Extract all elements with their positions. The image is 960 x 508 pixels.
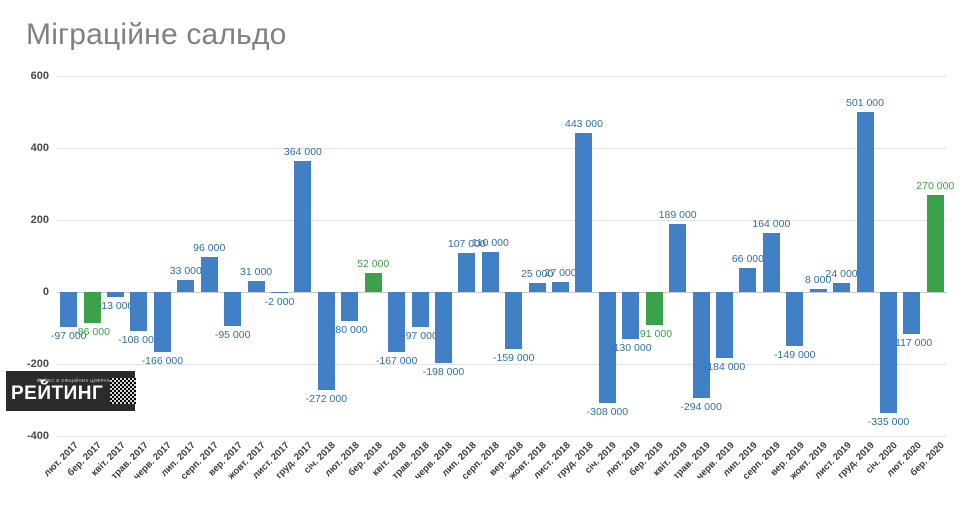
bar[interactable] [598, 292, 616, 403]
bar-value-label: -95 000 [214, 329, 251, 342]
logo-text: БІЗНЕС В ОФІЦІЙНИХ ЦИФРАХ РЕЙТИНГ [11, 377, 111, 405]
zero-line [57, 292, 947, 293]
bar[interactable] [903, 292, 921, 335]
bar-value-label: -80 000 [331, 323, 368, 336]
page-title: Міграційне сальдо [26, 18, 287, 51]
bar[interactable] [294, 160, 312, 292]
bar[interactable] [411, 292, 429, 327]
gridline [57, 220, 947, 221]
bar[interactable] [388, 292, 406, 353]
y-axis-tick-label: 0 [42, 286, 49, 298]
qr-code-icon [110, 378, 137, 404]
bar[interactable] [434, 292, 452, 364]
bar[interactable] [762, 232, 780, 292]
bar[interactable] [177, 280, 195, 292]
bar-value-label: -198 000 [422, 366, 465, 379]
bar-value-label: 270 000 [916, 179, 955, 192]
bar-value-label: 501 000 [846, 96, 884, 109]
bar[interactable] [83, 292, 101, 323]
bar[interactable] [481, 252, 499, 292]
bar-value-label: 25 000 [521, 268, 554, 280]
bar-value-label: 8 000 [805, 274, 832, 287]
bar-value-label: -97 000 [50, 329, 87, 342]
gridline [57, 76, 947, 77]
bar[interactable] [552, 282, 570, 292]
bar-value-label: 66 000 [731, 253, 764, 266]
y-axis-tick-label: 200 [30, 214, 49, 226]
bar-value-label: -335 000 [867, 415, 910, 428]
bar[interactable] [130, 292, 148, 331]
bar[interactable] [692, 292, 710, 398]
gridline [57, 436, 947, 437]
bar[interactable] [458, 253, 476, 292]
bar[interactable] [739, 268, 757, 292]
bar[interactable] [926, 194, 944, 292]
bar[interactable] [528, 283, 546, 292]
rating-logo: БІЗНЕС В ОФІЦІЙНИХ ЦИФРАХ РЕЙТИНГ [6, 371, 137, 411]
x-axis: лют. 2017 бер. 2017 квіт. 2017 трав. 2017 че… [41, 440, 947, 508]
bar-value-label: -308 000 [586, 405, 629, 418]
bar[interactable] [341, 292, 359, 321]
bar-value-label: -117 000 [891, 337, 933, 350]
bar[interactable] [505, 292, 523, 350]
bar-value-label: 96 000 [193, 242, 226, 255]
bar-value-label: -91 000 [636, 327, 673, 340]
bar-value-label: -149 000 [774, 348, 816, 361]
bar[interactable] [669, 223, 687, 292]
bar[interactable] [317, 292, 335, 390]
bar[interactable] [575, 132, 593, 292]
bar-value-label: -97 000 [402, 329, 438, 342]
bar-value-label: -294 000 [680, 400, 722, 413]
bar-value-label: 27 000 [544, 267, 577, 280]
bar[interactable] [809, 289, 827, 292]
bar-value-label: 24 000 [825, 268, 858, 281]
bar-value-label: -13 000 [97, 299, 134, 312]
bar[interactable] [271, 292, 288, 293]
bar-value-label: 31 000 [240, 265, 273, 278]
y-axis-tick-label: 600 [30, 70, 49, 82]
bar[interactable] [856, 111, 874, 292]
bar[interactable] [153, 292, 171, 352]
bar[interactable] [247, 280, 265, 292]
bird-icon [38, 378, 47, 383]
bar-value-label: -159 000 [492, 352, 535, 365]
bar-value-label: -272 000 [305, 392, 348, 405]
bar[interactable] [224, 292, 242, 327]
bar-value-label: 443 000 [564, 117, 603, 130]
bar[interactable] [645, 292, 663, 325]
bar[interactable] [364, 273, 382, 292]
bar-value-label: 52 000 [357, 258, 390, 271]
bar[interactable] [622, 292, 640, 339]
logo-name: РЕЙТИНГ [11, 383, 104, 405]
bar-value-label: -2 000 [264, 295, 295, 308]
logo-subtitle: БІЗНЕС В ОФІЦІЙНИХ ЦИФРАХ [37, 377, 111, 383]
bar-value-label: -86 000 [74, 325, 110, 338]
bar-value-label: 110 000 [471, 237, 509, 250]
y-axis: 600 400 200 0 -200 -400 [0, 70, 57, 442]
bar[interactable] [786, 292, 804, 346]
bar-value-label: -167 000 [375, 355, 418, 368]
gridline [57, 364, 947, 365]
bar-value-label: -130 000 [610, 341, 652, 354]
gridline [57, 148, 947, 149]
y-axis-tick-label: -400 [26, 430, 49, 442]
bar[interactable] [879, 292, 897, 413]
plot-area: -97 000 -86 000 -13 000 -108 000 -166 000 33 … [51, 76, 954, 437]
y-axis-tick-label: 400 [30, 142, 49, 154]
bar[interactable] [716, 292, 733, 359]
y-axis-tick-label: -200 [26, 358, 49, 370]
bar-value-label: 107 000 [447, 238, 486, 251]
bar[interactable] [200, 257, 218, 292]
bar[interactable] [60, 292, 78, 327]
bar[interactable] [107, 292, 125, 297]
bar-value-label: 33 000 [169, 265, 202, 278]
bar[interactable] [833, 283, 851, 292]
